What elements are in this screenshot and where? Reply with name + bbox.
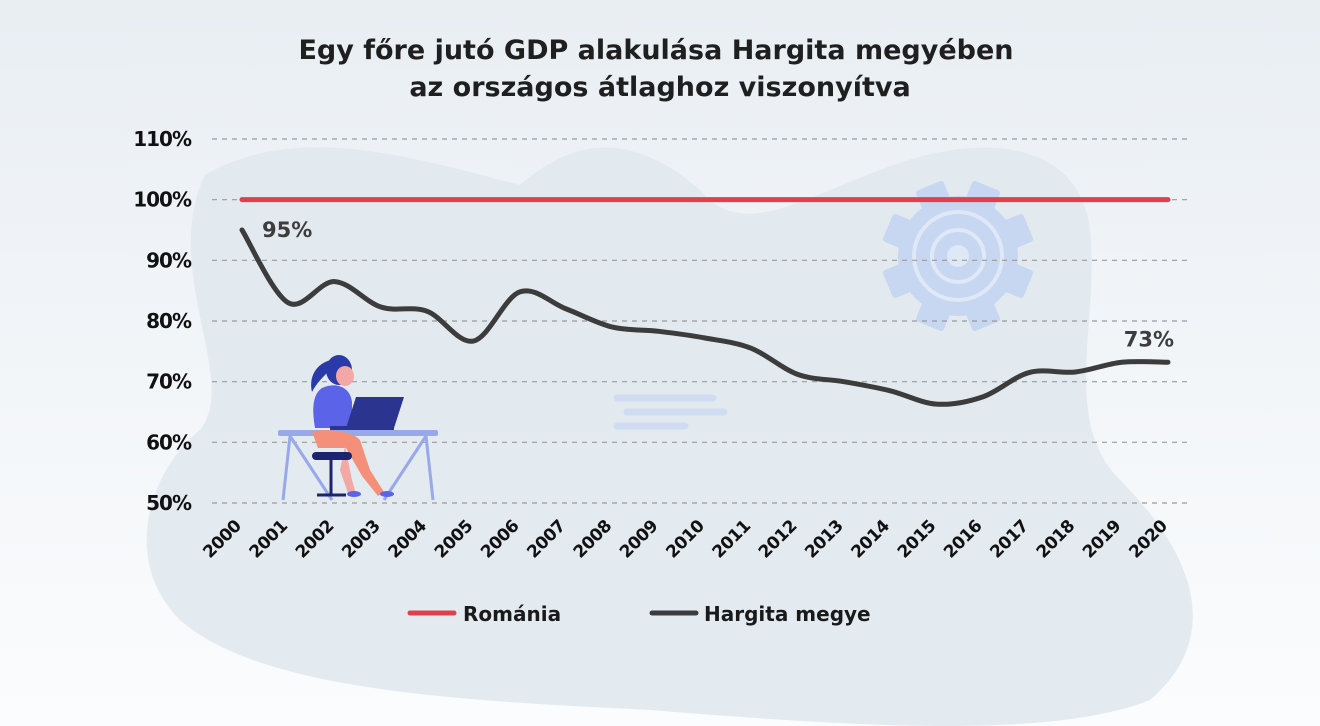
data-label: 73%	[1124, 327, 1174, 351]
data-label: 95%	[262, 218, 312, 242]
chart-title-line-1: Egy főre jutó GDP alakulása Hargita megy…	[298, 35, 1013, 66]
series-line-hargita	[239, 227, 1171, 407]
y-tick-label: 50%	[146, 491, 192, 515]
y-tick-label: 70%	[146, 370, 192, 394]
y-axis-ticks: 50% 60% 70% 80% 90% 100% 110%	[133, 127, 193, 515]
decorative-lines	[613, 394, 728, 430]
data-labels: 95% 73%	[262, 218, 1174, 351]
legend-label-hargita: Hargita megye	[704, 602, 871, 626]
woman-at-laptop-illustration	[278, 355, 438, 501]
y-tick-label: 100%	[133, 188, 192, 212]
y-tick-label: 110%	[133, 127, 192, 151]
legend-label-romania: Románia	[463, 602, 561, 626]
y-tick-label: 60%	[146, 430, 192, 454]
series-lines	[239, 197, 1171, 407]
y-tick-label: 80%	[146, 309, 192, 333]
gear-icon	[882, 180, 1034, 332]
y-tick-label: 90%	[146, 248, 192, 272]
legend: Románia Hargita megye	[407, 602, 871, 626]
chart-title-line-2: az országos átlaghoz viszonyítva	[409, 72, 910, 103]
